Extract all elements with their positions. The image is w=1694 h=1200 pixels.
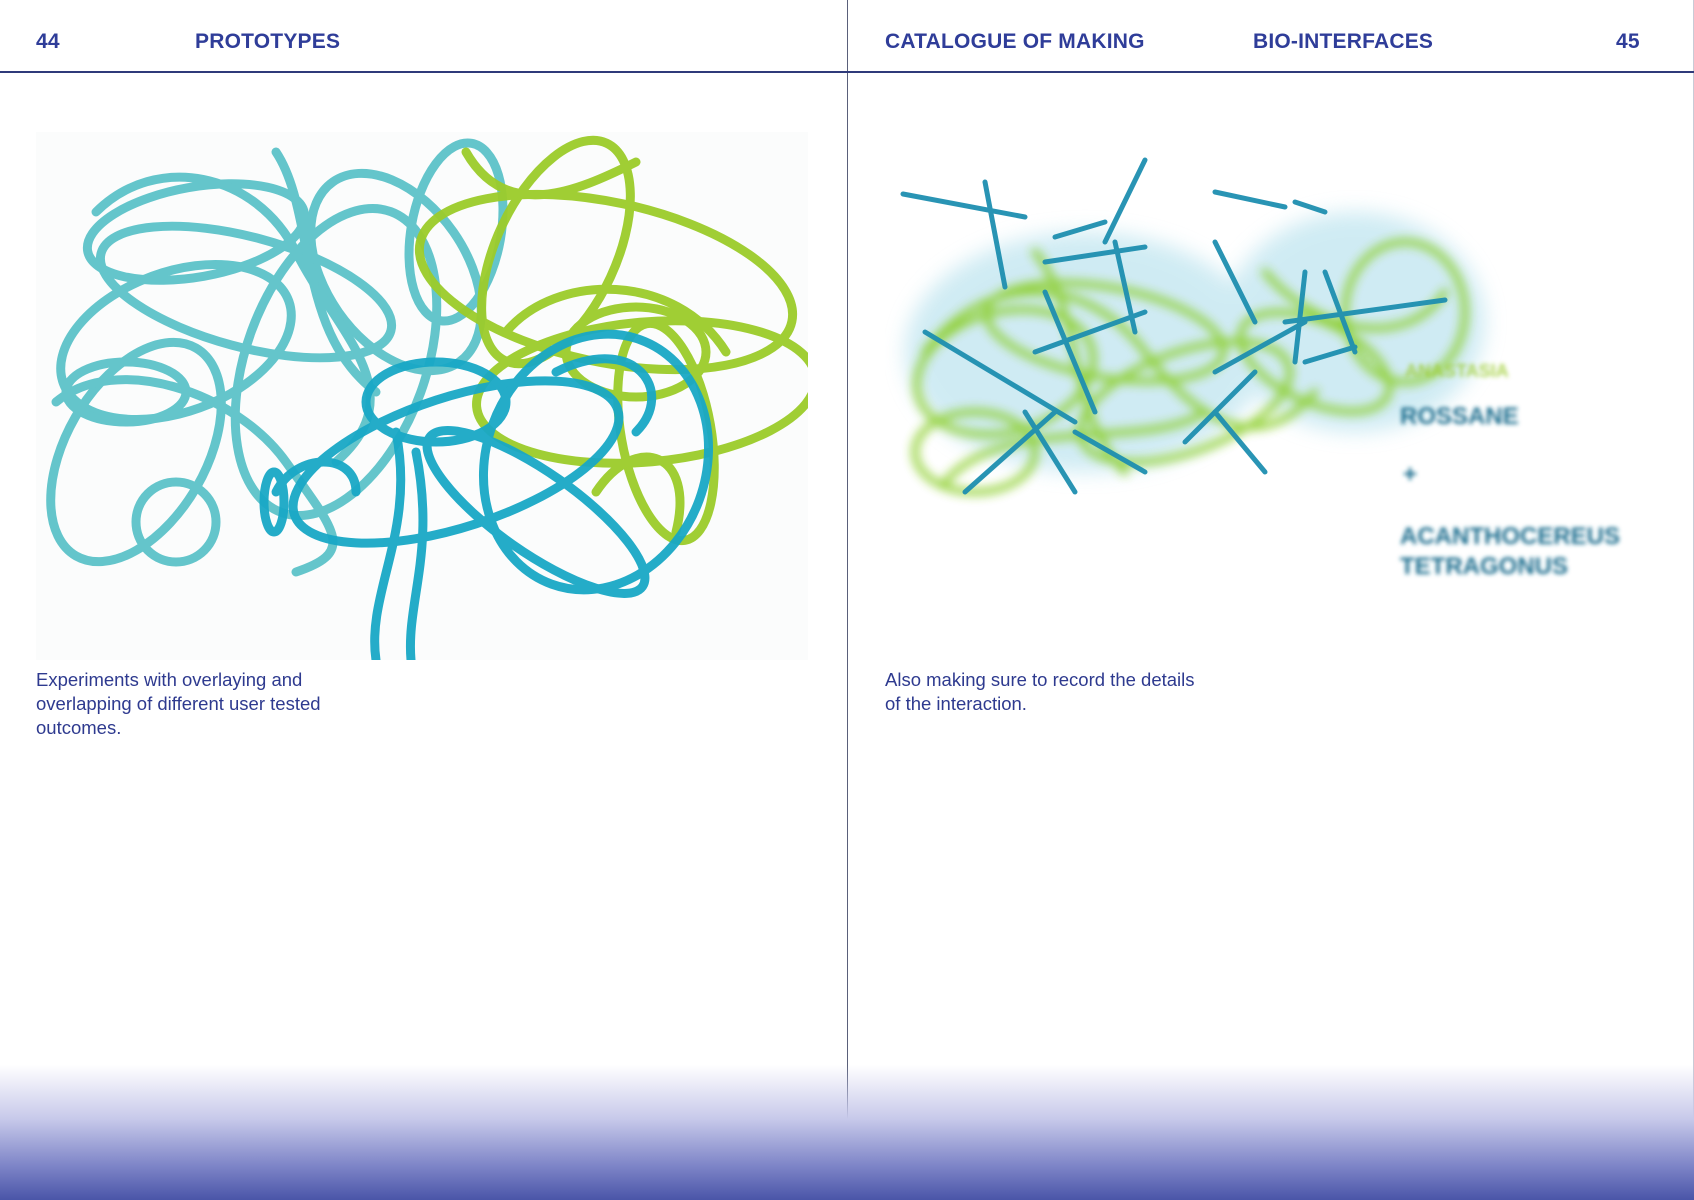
scribble-photo	[36, 132, 820, 665]
section-title-left: PROTOTYPES	[195, 30, 341, 53]
page-number-left: 44	[36, 30, 60, 53]
page-number-right: 45	[1616, 30, 1640, 53]
label-acanthocereus: ACANTHOCEREUS	[1400, 523, 1620, 550]
header-rule	[0, 71, 1694, 73]
right-caption: Also making sure to record the details o…	[885, 669, 1195, 714]
scribble-illustration	[36, 132, 820, 665]
blurred-scribble-photo: ANASTASIA ROSSANE + ACANTHOCEREUS TETRAG…	[885, 152, 1630, 602]
left-page: 44 PROTOTYPES	[36, 30, 820, 738]
label-anastasia: ANASTASIA	[1405, 361, 1509, 381]
label-rossane: ROSSANE	[1400, 403, 1519, 430]
label-tetragonus: TETRAGONUS	[1400, 553, 1568, 580]
blurred-scribble-illustration: ANASTASIA ROSSANE + ACANTHOCEREUS TETRAG…	[900, 157, 1620, 580]
right-page: CATALOGUE OF MAKING BIO-INTERFACES 45	[848, 0, 1694, 1200]
left-caption: Experiments with overlaying and overlapp…	[36, 669, 321, 738]
label-plus: +	[1403, 461, 1417, 488]
section-title-right: BIO-INTERFACES	[1253, 30, 1434, 53]
blurred-name-labels: ANASTASIA ROSSANE + ACANTHOCEREUS TETRAG…	[1400, 361, 1620, 580]
bottom-gradient	[0, 1065, 1694, 1200]
gutter-divider	[847, 0, 848, 1200]
running-title: CATALOGUE OF MAKING	[885, 30, 1145, 53]
